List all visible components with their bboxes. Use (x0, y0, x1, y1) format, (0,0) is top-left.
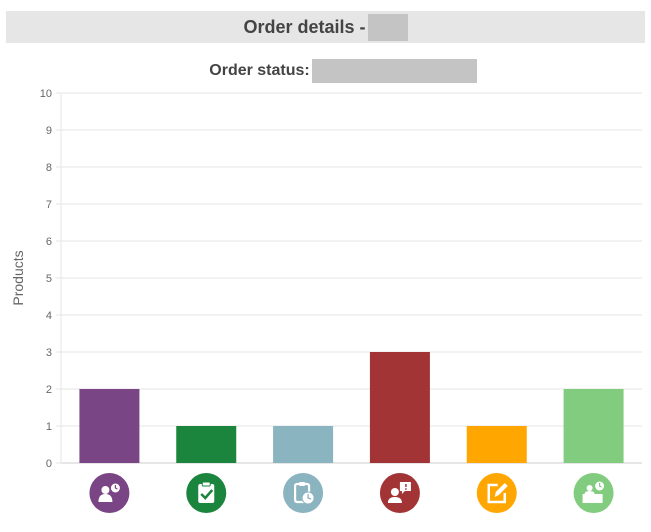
order-status-label: Order status: (209, 62, 310, 79)
y-tick-label: 5 (46, 273, 52, 285)
bar-4 (369, 352, 430, 463)
order-details-title: Order details - (243, 16, 366, 37)
y-tick-label: 10 (40, 88, 52, 100)
order-id-redaction (367, 13, 408, 41)
order-status-line: Order status: (0, 59, 651, 83)
y-axis-label: Products (10, 250, 26, 305)
desk-clock-icon (573, 473, 614, 513)
y-tick-label: 6 (46, 236, 52, 248)
y-tick-label: 3 (46, 347, 52, 359)
y-tick-label: 4 (46, 310, 52, 322)
y-tick-label: 7 (46, 199, 52, 211)
check-clipboard-icon (186, 473, 227, 513)
order-status-value-redaction (311, 59, 477, 83)
y-tick-label: 1 (46, 421, 52, 433)
y-tick-label: 0 (46, 458, 52, 470)
user-clock-icon (89, 473, 130, 513)
user-alert-icon (379, 473, 420, 513)
clipboard-clock-icon (283, 473, 324, 513)
edit-icon (476, 473, 517, 513)
y-tick-label: 2 (46, 384, 52, 396)
y-tick-label: 9 (46, 125, 52, 137)
y-tick-label: 8 (46, 162, 52, 174)
bar-1 (79, 389, 140, 463)
bar-6 (563, 389, 624, 463)
bar-2 (176, 426, 237, 463)
bar-5 (466, 426, 527, 463)
order-details-header: Order details - (6, 11, 645, 43)
bar-3 (273, 426, 334, 463)
